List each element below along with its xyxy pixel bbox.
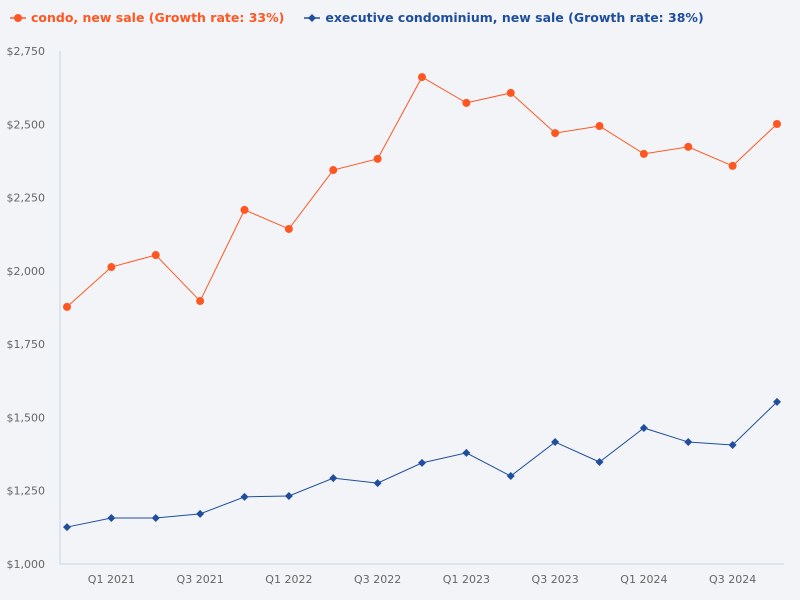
y-tick-label: $2,250 [7, 192, 46, 205]
x-tick-label: Q1 2021 [88, 573, 135, 586]
x-tick-label: Q3 2021 [177, 573, 224, 586]
data-point [462, 448, 471, 457]
data-point [373, 479, 382, 488]
data-point [418, 73, 426, 82]
data-point [284, 224, 293, 233]
data-point [728, 161, 737, 170]
data-point [684, 438, 693, 447]
diamond-marker-icon [304, 13, 321, 22]
data-point [595, 457, 604, 466]
x-tick-label: Q1 2024 [620, 573, 667, 586]
y-tick-label: $1,750 [7, 338, 46, 351]
data-point [196, 509, 205, 518]
data-point [684, 142, 693, 151]
data-point [151, 251, 160, 260]
data-point [284, 491, 293, 500]
x-tick-label: Q1 2022 [265, 573, 312, 586]
y-tick-label: $2,000 [7, 265, 46, 278]
x-tick-label: Q1 2023 [443, 573, 490, 586]
data-point [107, 513, 116, 522]
data-point [329, 166, 338, 175]
data-point [773, 397, 781, 406]
data-point [240, 205, 249, 214]
y-tick-label: $1,250 [7, 485, 46, 498]
data-point [240, 492, 249, 501]
data-point [595, 122, 604, 131]
data-point [551, 438, 560, 447]
data-point [551, 129, 560, 138]
legend: condo, new sale (Growth rate: 33%) execu… [10, 10, 704, 25]
legend-label: condo, new sale (Growth rate: 33%) [31, 10, 285, 25]
data-point [63, 523, 71, 532]
series-line-0 [66, 76, 778, 308]
data-point [639, 149, 648, 158]
data-point [151, 513, 160, 522]
data-point [506, 88, 515, 97]
data-point [63, 302, 71, 311]
data-point [373, 154, 382, 163]
y-tick-label: $2,750 [7, 45, 46, 58]
circle-marker-icon [10, 13, 26, 22]
y-tick-label: $1,500 [7, 411, 46, 424]
data-point [506, 472, 515, 481]
data-point [639, 423, 648, 432]
x-tick-label: Q3 2022 [354, 573, 401, 586]
data-point [773, 119, 781, 128]
x-tick-label: Q3 2024 [709, 573, 756, 586]
legend-label: executive condominium, new sale (Growth … [325, 10, 704, 25]
x-tick-label: Q3 2023 [532, 573, 579, 586]
data-point [107, 263, 116, 272]
legend-item-condo[interactable]: condo, new sale (Growth rate: 33%) [10, 10, 284, 25]
y-tick-label: $1,000 [7, 558, 46, 571]
data-point [329, 474, 338, 483]
data-point [196, 297, 205, 306]
legend-item-executive-condominium[interactable]: executive condominium, new sale (Growth … [304, 10, 704, 25]
data-point [462, 98, 471, 107]
y-tick-label: $2,500 [7, 118, 46, 131]
data-point [418, 458, 426, 467]
data-point [728, 440, 737, 449]
